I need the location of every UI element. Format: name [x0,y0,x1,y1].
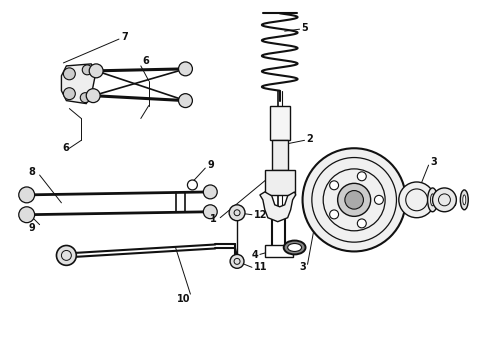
Bar [272,140,288,170]
Ellipse shape [288,243,301,251]
Text: 5: 5 [301,23,308,33]
Circle shape [229,205,245,221]
Circle shape [56,246,76,265]
Circle shape [302,148,406,251]
Circle shape [82,65,92,75]
Circle shape [230,255,244,268]
Circle shape [345,190,364,209]
Circle shape [63,68,75,80]
Ellipse shape [463,195,466,205]
Ellipse shape [460,190,468,210]
Text: 11: 11 [254,262,268,272]
Circle shape [203,205,217,219]
Polygon shape [61,64,96,104]
Circle shape [19,187,35,203]
Circle shape [178,94,193,108]
Circle shape [89,64,103,78]
Text: 2: 2 [307,134,313,144]
Circle shape [203,185,217,199]
Text: 6: 6 [62,143,69,153]
Bar [265,246,293,257]
Bar [270,105,290,140]
Ellipse shape [431,194,435,206]
Circle shape [338,183,370,216]
Text: 4: 4 [252,251,259,260]
Text: 3: 3 [299,262,306,272]
Text: 9: 9 [28,222,35,233]
Text: 8: 8 [28,167,35,177]
Circle shape [178,62,193,76]
Circle shape [63,88,75,100]
Text: 1: 1 [210,214,217,224]
Text: 12: 12 [254,210,268,220]
Circle shape [330,181,339,190]
Circle shape [374,195,383,204]
Text: 7: 7 [121,32,128,42]
Circle shape [330,210,339,219]
Circle shape [188,180,197,190]
Text: 6: 6 [143,56,149,66]
Ellipse shape [284,240,306,255]
Circle shape [433,188,456,212]
Circle shape [357,172,366,181]
Circle shape [86,89,100,103]
Text: 9: 9 [207,160,214,170]
Text: 10: 10 [177,294,190,304]
Circle shape [19,207,35,223]
Circle shape [80,93,90,103]
Circle shape [399,182,435,218]
Text: 3: 3 [431,157,437,167]
Polygon shape [260,192,295,222]
Circle shape [357,219,366,228]
Bar [265,170,294,195]
Ellipse shape [428,188,438,212]
